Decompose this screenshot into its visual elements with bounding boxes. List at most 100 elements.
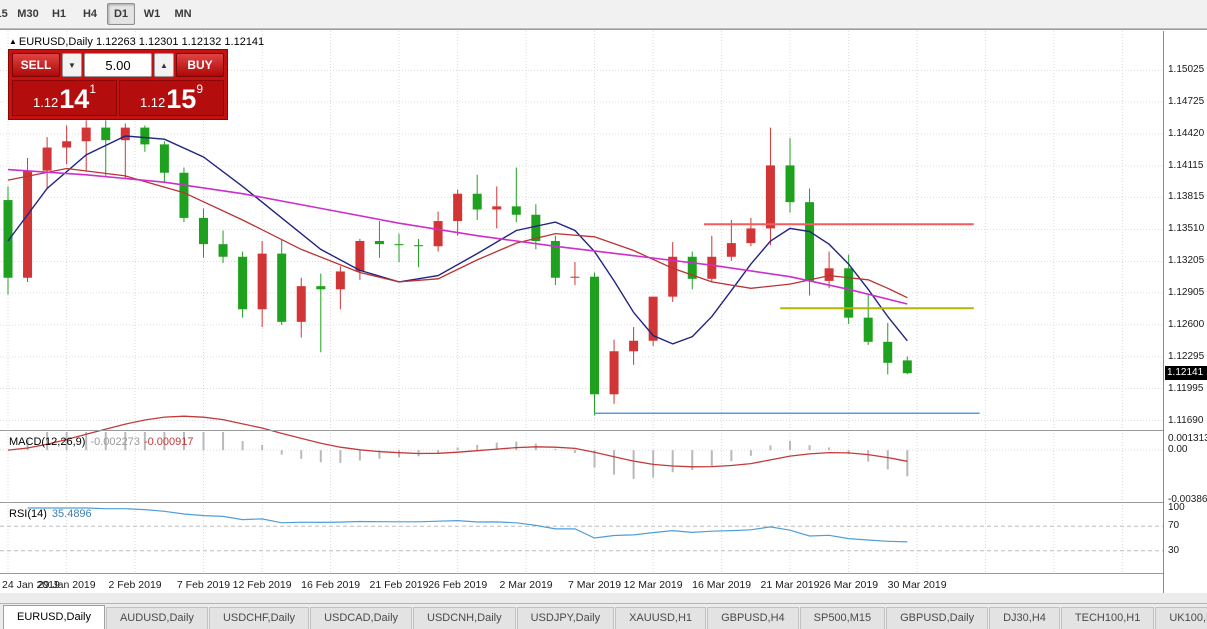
candle-up xyxy=(335,271,345,290)
tab-sp500-m15[interactable]: SP500,M15 xyxy=(799,607,886,629)
candle-up xyxy=(81,127,91,142)
price-axis-label: 1.12600 xyxy=(1168,319,1205,330)
timeframe-mn-button[interactable]: MN xyxy=(174,8,192,20)
price-axis-label: 1.12295 xyxy=(1168,351,1205,363)
rsi-axis-label: 70 xyxy=(1168,520,1180,532)
date-tick-label: 24 Jan 2019 xyxy=(2,579,60,591)
chart-ohlc-values: 1.12263 1.12301 1.12132 1.12141 xyxy=(95,36,265,48)
timeframe-h1-button[interactable]: H1 xyxy=(51,8,67,20)
bid-pip-digit: 1 xyxy=(89,82,97,96)
chart-symbol-title: EURUSD,Daily xyxy=(18,36,93,48)
candle-down xyxy=(159,144,169,173)
candle-up xyxy=(257,253,267,310)
tab-usdcad-daily[interactable]: USDCAD,Daily xyxy=(310,607,413,629)
chart-quote-line: ▲ EURUSD,Daily 1.12263 1.12301 1.12132 1.… xyxy=(9,36,264,48)
rsi-axis-label: 100 xyxy=(1168,502,1185,513)
timeframe-w1-button[interactable]: W1 xyxy=(143,8,161,20)
sell-button[interactable]: SELL xyxy=(12,53,60,77)
candle-down xyxy=(277,253,287,322)
date-tick-label: 26 Mar 2019 xyxy=(819,579,878,591)
date-tick-label: 16 Mar 2019 xyxy=(692,579,751,591)
timeframe-m15-button[interactable]: M15 xyxy=(0,8,8,20)
timeframe-h4-button[interactable]: H4 xyxy=(82,8,98,20)
candle-down xyxy=(590,276,599,395)
candle-down xyxy=(179,172,189,218)
tab-usdjpy-daily[interactable]: USDJPY,Daily xyxy=(516,607,615,629)
tab-usdcnh-daily[interactable]: USDCNH,Daily xyxy=(413,607,516,629)
tab-xauusd-h1[interactable]: XAUUSD,H1 xyxy=(615,607,707,629)
tab-gbpusd-h4[interactable]: GBPUSD,H4 xyxy=(707,607,799,629)
candle-up xyxy=(609,351,619,395)
horizontal-trend-lines[interactable] xyxy=(594,223,980,414)
candle-down xyxy=(785,165,795,203)
trade-quotes-row: 1.12 14 1 1.12 15 9 xyxy=(12,80,224,116)
tab-usdchf-daily[interactable]: USDCHF,Daily xyxy=(208,607,310,629)
macd-name: MACD(12,26,9) xyxy=(9,436,86,448)
pane-separators xyxy=(0,430,1163,574)
symbol-tabs-bar: EURUSD,Daily AUDUSD,Daily USDCHF,Daily USDC… xyxy=(0,603,1207,629)
candle-up xyxy=(62,141,72,148)
volume-increment-button[interactable]: ▲ xyxy=(154,53,174,77)
price-axis-label: 1.15025 xyxy=(1168,64,1205,76)
macd-indicator-label: MACD(12,26,9) -0.002273 -0.000917 xyxy=(9,436,194,448)
date-tick-label: 21 Mar 2019 xyxy=(761,579,820,591)
candle-up xyxy=(765,165,775,229)
date-tick-label: 7 Mar 2019 xyxy=(568,579,621,591)
tab-audusd-daily[interactable]: AUDUSD,Daily xyxy=(105,607,208,629)
candles xyxy=(3,120,912,416)
candle-down xyxy=(863,317,873,342)
date-tick-label: 29 Jan 2019 xyxy=(38,579,96,591)
candle-up xyxy=(296,286,306,322)
tab-eurusd-daily[interactable]: EURUSD,Daily xyxy=(3,605,105,629)
macd-axis-label: 0.001313 xyxy=(1168,433,1207,444)
candle-down xyxy=(3,200,13,278)
ask-price[interactable]: 1.12 15 9 xyxy=(119,80,224,116)
candle-up xyxy=(629,340,639,352)
price-axis-label: 1.14420 xyxy=(1168,127,1205,139)
candle-down xyxy=(101,127,111,141)
date-tick-label: 12 Mar 2019 xyxy=(624,579,683,591)
chevron-down-icon: ▼ xyxy=(68,60,76,70)
candle-up xyxy=(648,296,658,341)
volume-input[interactable] xyxy=(84,53,152,77)
tab-dj30-h4[interactable]: DJ30,H4 xyxy=(989,607,1060,629)
candle-down xyxy=(394,244,404,246)
date-tick-label: 2 Feb 2019 xyxy=(109,579,162,591)
date-tick-label: 26 Feb 2019 xyxy=(428,579,487,591)
candle-down xyxy=(414,245,424,247)
price-axis: 1.15025 1.14725 1.14420 1.14115 1.13815 1.135… xyxy=(1163,31,1207,593)
bid-price[interactable]: 1.12 14 1 xyxy=(12,80,117,116)
tab-tech100-h1[interactable]: TECH100,H1 xyxy=(1060,607,1155,629)
candle-down xyxy=(550,241,560,278)
candle-up xyxy=(746,228,756,244)
buy-button[interactable]: BUY xyxy=(176,53,224,77)
candle-down xyxy=(238,256,248,310)
candle-up xyxy=(42,147,52,171)
candle-down xyxy=(805,202,815,281)
trade-controls-row: SELL ▼ ▲ BUY xyxy=(12,53,224,77)
ask-big-digits: 15 xyxy=(166,84,197,114)
candle-up xyxy=(824,268,834,281)
candle-down xyxy=(472,193,482,210)
candle-up xyxy=(492,206,502,210)
candle-up xyxy=(453,193,463,222)
candle-down xyxy=(218,244,228,257)
rsi-axis-label: 30 xyxy=(1168,544,1180,556)
timeframe-m30-button[interactable]: M30 xyxy=(17,8,39,20)
ask-prefix: 1.12 xyxy=(139,95,166,110)
timeframe-d1-button[interactable]: D1 xyxy=(107,3,135,25)
tab-uk100-h1[interactable]: UK100,H1 xyxy=(1155,607,1207,629)
date-tick-label: 2 Mar 2019 xyxy=(500,579,553,591)
candle-down xyxy=(883,341,893,363)
volume-decrement-button[interactable]: ▼ xyxy=(62,53,82,77)
price-axis-label: 1.13205 xyxy=(1168,255,1205,267)
ask-pip-digit: 9 xyxy=(196,82,204,96)
rsi-name: RSI(14) xyxy=(9,508,47,520)
tab-gbpusd-daily[interactable]: GBPUSD,Daily xyxy=(886,607,989,629)
macd-panel xyxy=(7,415,909,479)
macd-axis-label: 0.00 xyxy=(1168,444,1188,456)
candle-down xyxy=(199,217,208,245)
candle-down xyxy=(374,241,384,245)
